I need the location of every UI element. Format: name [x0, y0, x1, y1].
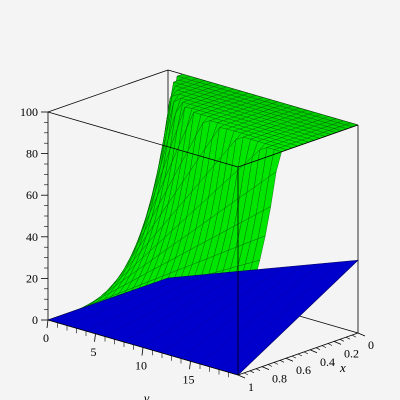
blue-plane-mesh-line [199, 263, 321, 365]
blue-plane-mesh-line [180, 265, 302, 359]
x-minor-tick [273, 362, 279, 365]
x-tick-label: 0 [368, 338, 374, 352]
x-tick-label: 0.4 [320, 355, 335, 369]
x-tick-label: 1 [248, 380, 254, 394]
y-axis: 0 5 10 15 [43, 319, 229, 386]
y-tick-label: 10 [135, 359, 147, 373]
x-axis: 0 0.2 0.4 0.6 0.8 1 [237, 332, 374, 394]
y-tick-label: 5 [91, 345, 97, 359]
box-edge-back [47, 69, 169, 113]
blue-plane-mesh-line [161, 267, 283, 354]
x-tick-mark [357, 332, 366, 337]
x-minor-tick [255, 368, 261, 371]
x-minor-tick [315, 347, 321, 350]
z-tick-label: 40 [26, 230, 38, 244]
y-tick-mark [94, 333, 96, 342]
x-minor-tick [351, 334, 357, 338]
y-tick-mark [141, 347, 144, 356]
x-tick-label: 0.8 [272, 372, 287, 386]
x-tick-label: 0.2 [344, 346, 359, 360]
x-minor-tick [291, 355, 297, 359]
x-minor-tick [303, 351, 309, 355]
x-tick-mark [309, 349, 318, 354]
blue-plane-mesh-line [218, 261, 340, 370]
blue-plane-mesh-line [85, 274, 207, 332]
z-tick-label: 100 [20, 105, 38, 119]
x-minor-tick [279, 360, 285, 363]
y-axis-title: y [142, 390, 150, 400]
x-minor-tick [345, 336, 351, 340]
z-axis: 0 20 40 60 80 100 [20, 105, 48, 327]
box-edge-front [47, 111, 239, 168]
x-tick-mark [237, 374, 246, 379]
x-minor-tick [321, 345, 327, 348]
x-minor-tick [249, 370, 255, 374]
x-tick-mark [285, 357, 294, 362]
x-tick-mark [261, 366, 270, 370]
x-axis-title: x [339, 360, 346, 375]
blue-plane-mesh-line [123, 270, 245, 343]
x-tick-mark [333, 341, 342, 345]
blue-plane [47, 259, 359, 376]
y-tick-mark [46, 319, 49, 329]
z-tick-label: 20 [26, 271, 38, 285]
y-tick-mark [189, 361, 191, 370]
x-minor-tick [297, 353, 303, 357]
green-surface [47, 73, 359, 326]
blue-plane-mesh-line [142, 268, 264, 348]
box-edge-front [237, 124, 359, 168]
x-minor-tick [327, 343, 333, 346]
blue-plane-mesh-line [66, 276, 188, 326]
x-minor-tick [339, 339, 345, 342]
y-tick-label: 0 [43, 331, 49, 345]
x-minor-tick [243, 372, 249, 376]
z-tick-label: 0 [32, 313, 38, 327]
x-tick-label: 0.6 [296, 363, 311, 377]
x-minor-tick [267, 364, 273, 367]
z-tick-label: 60 [26, 188, 38, 202]
y-tick-label: 15 [183, 372, 195, 386]
blue-plane-mesh-line [104, 272, 226, 337]
z-tick-label: 80 [26, 147, 38, 161]
